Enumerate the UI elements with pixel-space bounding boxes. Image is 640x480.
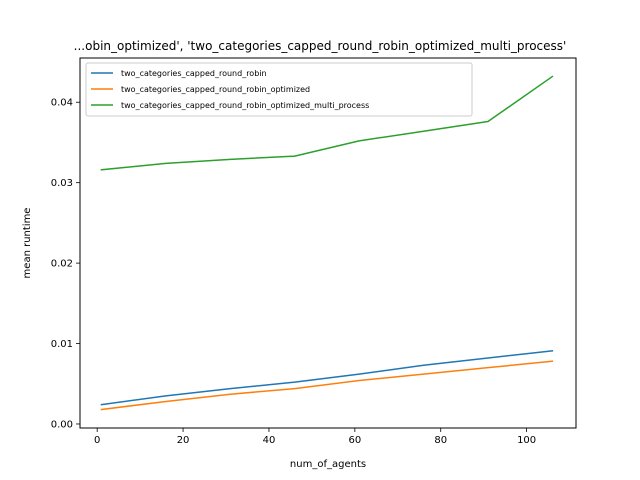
x-axis: 0 20 40 60 80 100 <box>94 428 536 446</box>
series-line-2 <box>100 360 554 411</box>
x-tick-label: 20 <box>177 435 190 446</box>
series-line-3 <box>100 75 554 171</box>
chart-title: ...obin_optimized', 'two_categories_capp… <box>74 39 567 53</box>
x-tick-label: 80 <box>434 435 447 446</box>
axes-frame <box>79 57 577 429</box>
series-line-1 <box>100 349 554 406</box>
legend-box <box>85 62 473 117</box>
x-axis-label: num_of_agents <box>290 459 366 470</box>
legend-entry-label: two_categories_capped_round_robin_optimi… <box>121 101 369 110</box>
y-tick-label: 0.01 <box>51 339 73 350</box>
plot-area <box>80 58 576 428</box>
y-tick-label: 0.02 <box>51 259 73 270</box>
y-tick-label: 0.00 <box>51 419 73 430</box>
series-layer <box>100 75 554 411</box>
legend-entry-label: two_categories_capped_round_robin <box>121 69 267 78</box>
x-tick-label: 0 <box>94 435 100 446</box>
x-tick-label: 60 <box>348 435 361 446</box>
y-tick-label: 0.03 <box>51 178 73 189</box>
y-tick-label: 0.04 <box>51 98 73 109</box>
legend: two_categories_capped_round_robin two_cat… <box>85 62 473 117</box>
legend-entry-label: two_categories_capped_round_robin_optimi… <box>121 85 310 94</box>
y-axis-label: mean runtime <box>22 208 33 279</box>
x-tick-label: 100 <box>517 435 536 446</box>
x-tick-label: 40 <box>263 435 276 446</box>
y-axis: 0.00 0.01 0.02 0.03 0.04 <box>51 98 80 430</box>
